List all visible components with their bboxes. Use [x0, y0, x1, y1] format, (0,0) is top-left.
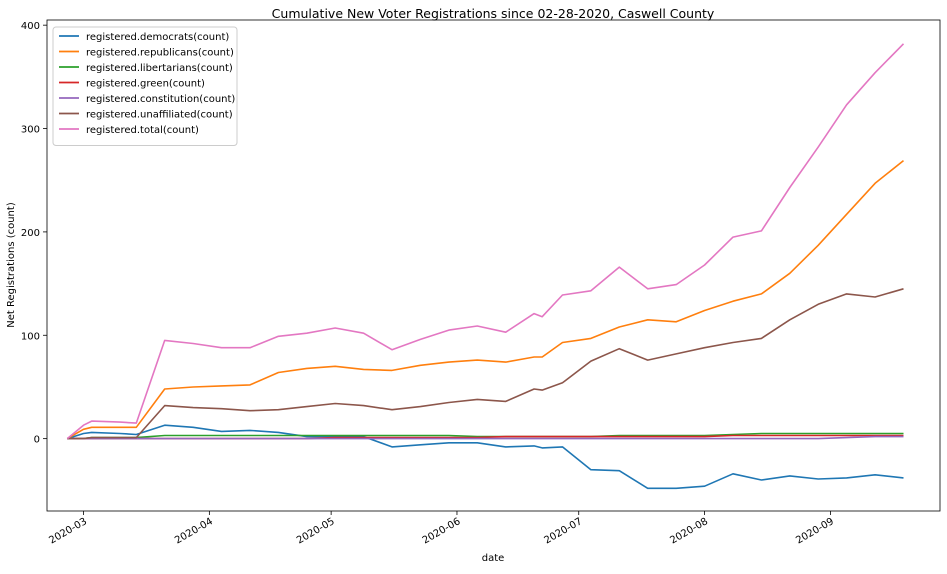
x-tick-label: 2020-06	[421, 516, 463, 546]
legend-entry: registered.unaffiliated(count)	[86, 110, 233, 121]
series-line-registered-libertarians-count	[67, 432, 904, 440]
y-tick-label: 0	[34, 435, 40, 446]
y-tick-label: 300	[21, 125, 40, 136]
x-tick-label: 2020-08	[668, 516, 710, 546]
y-tick-label: 200	[21, 228, 40, 239]
legend-entry: registered.republicans(count)	[86, 48, 234, 59]
x-axis: 2020-03 2020-04 2020-05 2020-06 2020-07 2020-…	[47, 511, 836, 546]
x-tick-label: 2020-03	[47, 516, 89, 546]
plot-frame	[46, 19, 941, 512]
y-tick-label: 400	[21, 21, 40, 32]
legend-entry: registered.total(count)	[86, 125, 199, 136]
x-tick-label: 2020-07	[543, 516, 585, 546]
series-line-registered-total-count	[66, 43, 905, 440]
y-axis: 0 100 200 300 400	[21, 21, 47, 446]
series-lines	[66, 43, 905, 490]
legend-entry: registered.libertarians(count)	[86, 63, 233, 74]
legend-entry: registered.green(count)	[86, 79, 205, 90]
series-line-registered-constitution-count	[67, 435, 904, 440]
x-tick-label: 2020-05	[295, 516, 337, 546]
series-line-registered-republicans-count	[66, 159, 904, 440]
legend-entry: registered.constitution(count)	[86, 94, 235, 105]
series-line-registered-democrats-count	[67, 424, 904, 490]
legend-box	[52, 26, 238, 146]
y-tick-label: 100	[21, 331, 40, 342]
legend: registered.democrats(count) registered.re…	[52, 26, 238, 146]
chart-title: Cumulative New Voter Registrations since…	[272, 6, 715, 21]
x-axis-label: date	[482, 553, 505, 564]
legend-entry: registered.democrats(count)	[86, 32, 229, 43]
x-tick-label: 2020-09	[794, 516, 836, 546]
series-line-registered-unaffiliated-count	[67, 288, 904, 440]
y-axis-label: Net Registrations (count)	[6, 202, 17, 328]
x-tick-label: 2020-04	[173, 516, 215, 546]
